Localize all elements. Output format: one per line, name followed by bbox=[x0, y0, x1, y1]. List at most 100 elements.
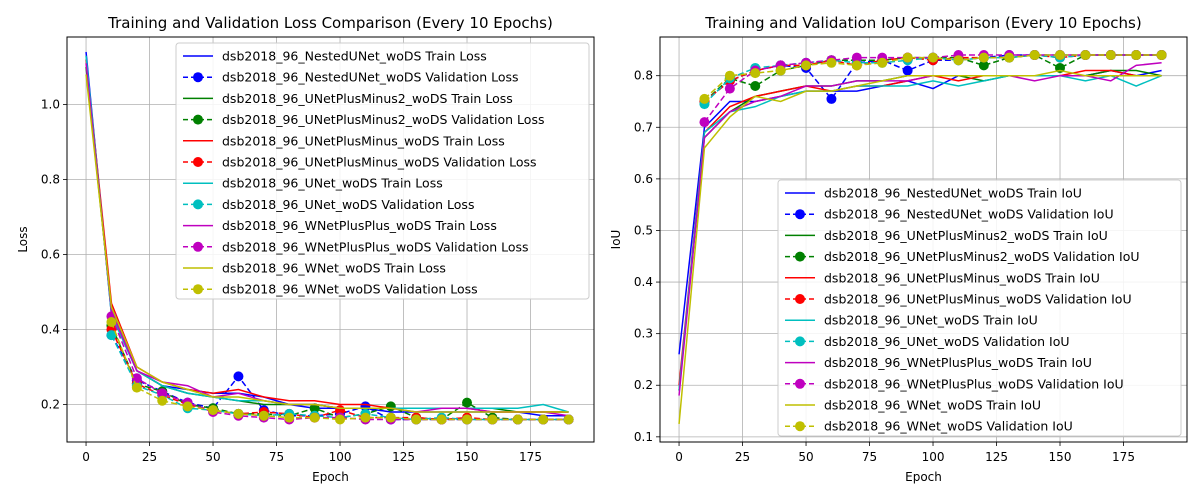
loss-legend-entry: dsb2018_96_NestedUNet_woDS Validation Lo… bbox=[222, 70, 519, 85]
iou-series-9-point bbox=[851, 52, 862, 63]
loss-legend: dsb2018_96_NestedUNet_woDS Train Loss dsb… bbox=[175, 42, 590, 300]
iou-legend-entry: dsb2018_96_UNetPlusMinus_woDS Train IoU bbox=[824, 270, 1100, 285]
loss-series-11-point bbox=[385, 412, 396, 423]
loss-series-11-point bbox=[182, 401, 193, 412]
loss-y-tick-label: 0.8 bbox=[41, 173, 60, 187]
iou-y-tick-label: 0.4 bbox=[634, 275, 653, 289]
iou-legend-entry: dsb2018_96_UNetPlusMinus2_woDS Validatio… bbox=[824, 249, 1140, 264]
iou-series-11-point bbox=[851, 60, 862, 71]
iou-legend-entry: dsb2018_96_UNet_woDS Train IoU bbox=[824, 313, 1038, 328]
iou-series-11-point bbox=[1029, 50, 1040, 61]
loss-chart: 0 25 50 75 100 125 150 175 0.2 0.4 0.6 0.8 1.0 Train… bbox=[16, 14, 595, 484]
iou-plot-frame bbox=[659, 36, 1188, 443]
iou-series bbox=[678, 50, 1167, 425]
iou-legend-entry: dsb2018_96_WNet_woDS Train IoU bbox=[824, 398, 1041, 413]
iou-series-11-point bbox=[826, 57, 837, 68]
loss-series-11-point bbox=[462, 414, 473, 425]
iou-legend-marker bbox=[795, 209, 805, 220]
loss-legend-marker bbox=[193, 241, 203, 252]
loss-legend-entry: dsb2018_96_WNet_woDS Validation Loss bbox=[222, 282, 478, 297]
loss-series-11-point bbox=[360, 412, 371, 423]
iou-legend-entry: dsb2018_96_UNet_woDS Validation IoU bbox=[824, 334, 1070, 349]
loss-legend-marker bbox=[193, 157, 203, 167]
loss-x-tick-label: 100 bbox=[329, 450, 352, 464]
loss-series-11-point bbox=[309, 412, 320, 423]
iou-legend-marker bbox=[795, 294, 805, 304]
iou-legend-entry: dsb2018_96_NestedUNet_woDS Validation Io… bbox=[824, 207, 1114, 222]
iou-y-axis-label: IoU bbox=[609, 230, 623, 250]
loss-y-tick-label: 1.0 bbox=[41, 98, 60, 112]
iou-series-11-point bbox=[953, 55, 964, 66]
loss-series-11-point bbox=[512, 414, 523, 425]
loss-series-11-point bbox=[106, 317, 117, 327]
iou-series-1-point bbox=[826, 93, 837, 104]
iou-series-11-point bbox=[902, 52, 913, 63]
iou-x-tick-label: 125 bbox=[985, 450, 1008, 464]
loss-series-11-point bbox=[284, 412, 295, 423]
loss-legend-entry: dsb2018_96_UNet_woDS Train Loss bbox=[222, 176, 443, 191]
loss-chart-title: Training and Validation Loss Comparison … bbox=[107, 14, 553, 32]
iou-series-11-point bbox=[1105, 50, 1116, 61]
loss-legend-entry: dsb2018_96_WNet_woDS Train Loss bbox=[222, 261, 446, 276]
iou-y-tick-label: 0.5 bbox=[634, 223, 653, 237]
iou-series-line-8 bbox=[678, 62, 1162, 396]
loss-y-axis-label: Loss bbox=[16, 226, 30, 252]
loss-x-tick-label: 0 bbox=[82, 450, 90, 464]
iou-series-11-point bbox=[801, 60, 812, 71]
loss-x-tick-label: 175 bbox=[519, 450, 542, 464]
loss-series-1-point bbox=[233, 371, 244, 382]
loss-series-11-point bbox=[436, 414, 447, 425]
iou-series-11-point bbox=[750, 68, 761, 79]
loss-x-tick-label: 50 bbox=[205, 450, 220, 464]
loss-x-axis-label: Epoch bbox=[312, 470, 349, 484]
iou-series-11-point bbox=[699, 93, 710, 104]
iou-legend: dsb2018_96_NestedUNet_woDS Train IoU dsb2… bbox=[777, 179, 1182, 437]
iou-series-line-10 bbox=[678, 69, 1162, 425]
iou-legend-entry: dsb2018_96_UNetPlusMinus_woDS Validation… bbox=[824, 292, 1132, 307]
loss-x-tick-label: 150 bbox=[456, 450, 479, 464]
loss-legend-entry: dsb2018_96_UNetPlusMinus2_woDS Validatio… bbox=[222, 112, 544, 127]
iou-series-3-point bbox=[978, 60, 989, 71]
loss-series-3-point bbox=[462, 397, 473, 408]
loss-legend-entry: dsb2018_96_WNetPlusPlus_woDS Validation … bbox=[222, 239, 529, 254]
iou-series-9-point bbox=[724, 83, 735, 94]
iou-chart: 0 25 50 75 100 125 150 175 0.1 0.2 0.3 0.4 0.5 0.6 0.7… bbox=[609, 14, 1188, 484]
loss-series-3-point bbox=[309, 403, 320, 414]
iou-y-tick-label: 0.3 bbox=[634, 327, 653, 341]
iou-series-11-point bbox=[1080, 50, 1091, 61]
loss-series-3-point bbox=[385, 401, 396, 412]
iou-series-11-point bbox=[928, 52, 939, 63]
iou-chart-title: Training and Validation IoU Comparison (… bbox=[704, 14, 1141, 32]
loss-series-line-10 bbox=[85, 74, 569, 413]
iou-series-11-point bbox=[1055, 50, 1066, 61]
iou-x-tick-label: 0 bbox=[675, 450, 683, 464]
iou-legend-marker bbox=[795, 251, 805, 262]
iou-series-11-point bbox=[1004, 52, 1015, 63]
loss-x-tick-label: 75 bbox=[269, 450, 284, 464]
loss-legend-marker bbox=[193, 114, 203, 125]
loss-legend-entry: dsb2018_96_UNetPlusMinus_woDS Train Loss bbox=[222, 133, 505, 148]
loss-y-tick-label: 0.4 bbox=[41, 323, 60, 337]
iou-y-tick-label: 0.2 bbox=[634, 378, 653, 392]
iou-legend-marker bbox=[795, 421, 805, 432]
iou-series-line-6 bbox=[678, 74, 1162, 391]
iou-legend-marker bbox=[795, 336, 805, 347]
iou-series-11-point bbox=[1156, 50, 1167, 61]
iou-legend-entry: dsb2018_96_UNetPlusMinus2_woDS Train IoU bbox=[824, 228, 1108, 243]
loss-series-9-point bbox=[157, 388, 168, 399]
loss-legend-entry: dsb2018_96_UNet_woDS Validation Loss bbox=[222, 197, 474, 212]
iou-series-9-point bbox=[699, 117, 710, 128]
iou-legend-entry: dsb2018_96_WNet_woDS Validation IoU bbox=[824, 419, 1073, 434]
iou-legend-marker bbox=[795, 378, 805, 389]
loss-series-11-point bbox=[157, 395, 168, 406]
loss-x-tick-label: 125 bbox=[392, 450, 415, 464]
loss-series-11-point bbox=[487, 414, 498, 425]
iou-series-11-point bbox=[1131, 50, 1142, 61]
iou-legend-entry: dsb2018_96_NestedUNet_woDS Train IoU bbox=[824, 186, 1082, 201]
iou-series-3-point bbox=[750, 81, 761, 92]
iou-series-11-point bbox=[724, 70, 735, 81]
loss-y-tick-label: 0.2 bbox=[41, 398, 60, 412]
iou-y-tick-label: 0.7 bbox=[634, 120, 653, 134]
iou-y-tick-label: 0.1 bbox=[634, 430, 653, 444]
